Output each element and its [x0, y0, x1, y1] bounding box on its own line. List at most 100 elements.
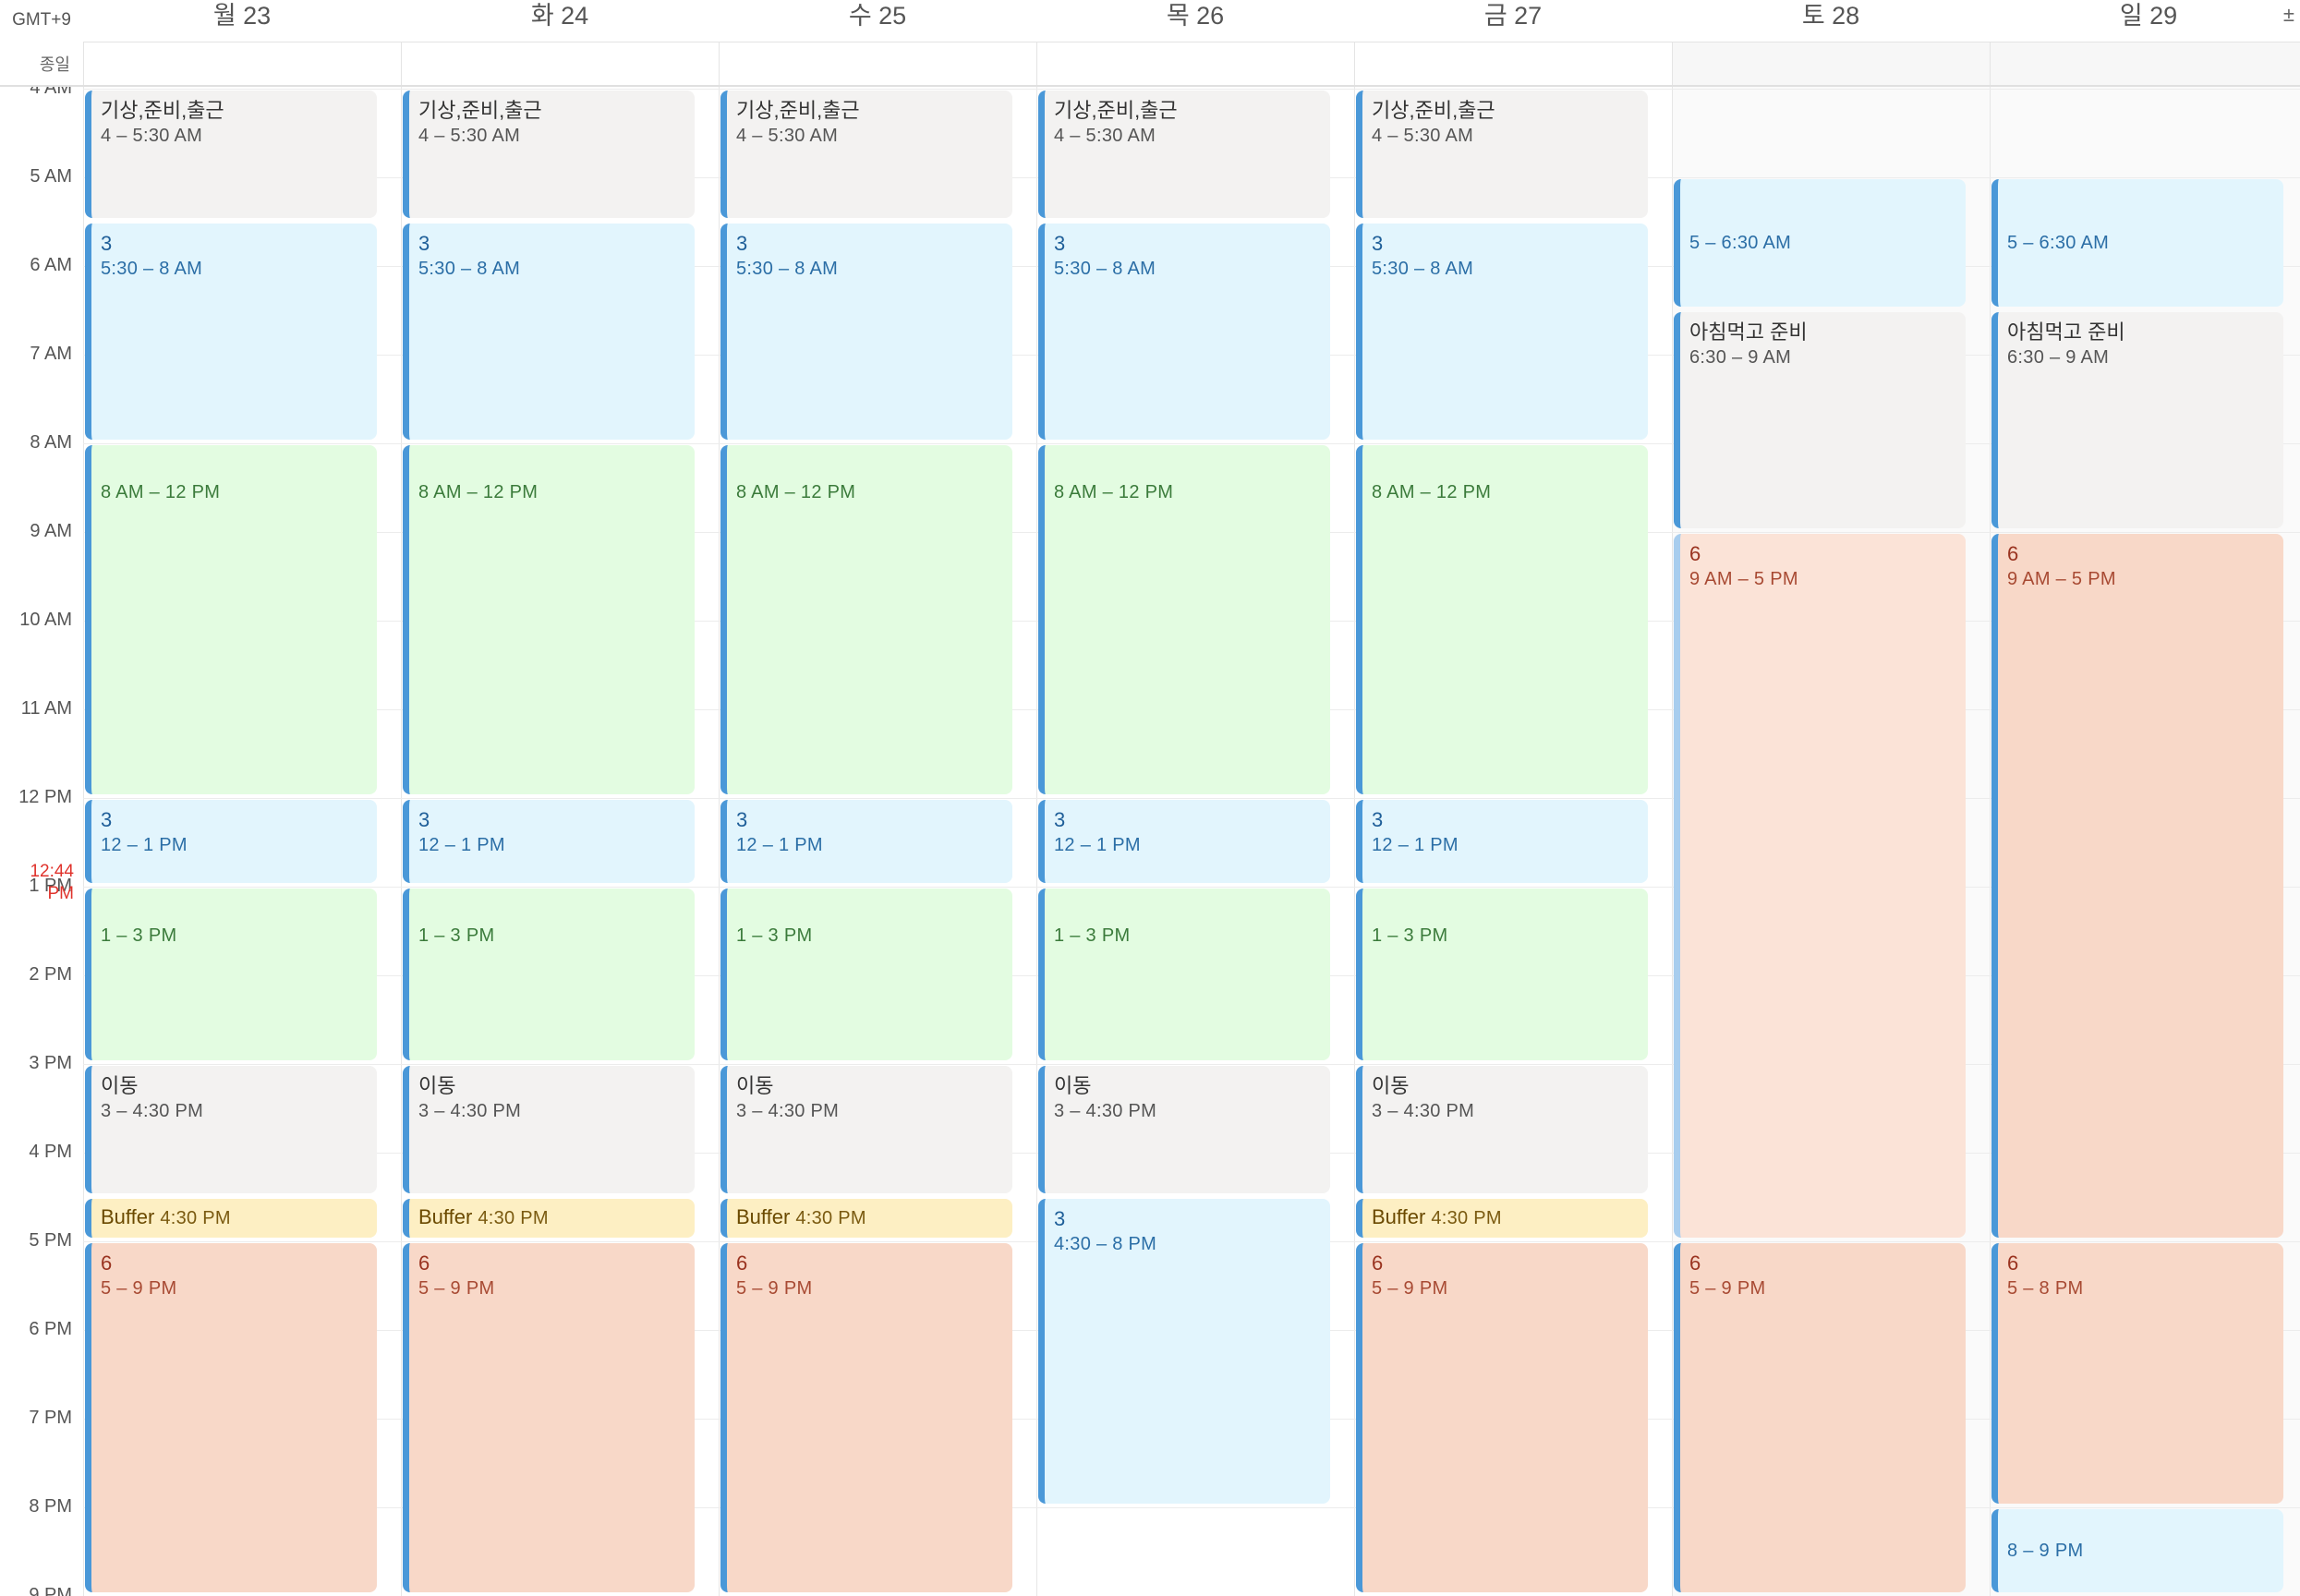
calendar-event[interactable]: 기상,준비,출근 4 – 5:30 AM: [720, 91, 1012, 218]
day-column[interactable]: [1354, 87, 1672, 1596]
calendar-event[interactable]: 3 4:30 – 8 PM: [1038, 1199, 1330, 1504]
calendar-event[interactable]: 6 9 AM – 5 PM: [1674, 534, 1966, 1238]
calendar-event[interactable]: 5 – 6:30 AM: [1674, 179, 1966, 307]
day-header[interactable]: 일 29: [2119, 2, 2178, 30]
event-title: 3: [736, 808, 748, 831]
day-header[interactable]: 금 27: [1483, 2, 1543, 30]
calendar-event[interactable]: 1 – 3 PM: [1038, 889, 1330, 1060]
calendar-event[interactable]: 이동 3 – 4:30 PM: [720, 1066, 1012, 1193]
calendar-event[interactable]: 6 5 – 9 PM: [720, 1243, 1012, 1592]
hour-line: [83, 887, 2300, 888]
calendar-event[interactable]: 8 AM – 12 PM: [403, 445, 695, 794]
all-day-cell[interactable]: [1990, 42, 2300, 86]
event-time: 4 – 5:30 AM: [1054, 126, 1156, 146]
event-time: 1 – 3 PM: [1054, 925, 1131, 946]
day-column[interactable]: [1036, 87, 1354, 1596]
calendar-event[interactable]: 8 AM – 12 PM: [1356, 445, 1648, 794]
event-title: 기상,준비,출근: [1054, 99, 1178, 122]
calendar-event[interactable]: 3 12 – 1 PM: [1356, 800, 1648, 883]
calendar-event[interactable]: Buffer 4:30 PM: [403, 1199, 695, 1238]
calendar-event[interactable]: 6 5 – 9 PM: [85, 1243, 377, 1592]
calendar-event[interactable]: 6 5 – 8 PM: [1991, 1243, 2283, 1504]
time-grid[interactable]: 4 AM 5 AM 6 AM 7 AM 8 AM 9 AM 10 AM 11 AM 12 PM 1…: [0, 87, 2300, 1596]
calendar-event[interactable]: 3 5:30 – 8 AM: [1356, 224, 1648, 440]
calendar-event[interactable]: 3 5:30 – 8 AM: [1038, 224, 1330, 440]
event-title: 3: [101, 808, 113, 831]
all-day-cell[interactable]: [1672, 42, 1990, 86]
event-title: 3: [736, 232, 748, 255]
event-title: Buffer: [101, 1205, 155, 1228]
calendar-event[interactable]: 6 9 AM – 5 PM: [1991, 534, 2283, 1238]
calendar-event[interactable]: 3 12 – 1 PM: [1038, 800, 1330, 883]
calendar-event[interactable]: 8 AM – 12 PM: [1038, 445, 1330, 794]
event-time: 9 AM – 5 PM: [2007, 569, 2116, 589]
calendar-event[interactable]: 6 5 – 9 PM: [1674, 1243, 1966, 1592]
all-day-divider: [0, 85, 2300, 87]
calendar-event[interactable]: 이동 3 – 4:30 PM: [85, 1066, 377, 1193]
day-column[interactable]: [719, 87, 1036, 1596]
event-title: 3: [101, 232, 113, 255]
event-title: 기상,준비,출근: [736, 99, 860, 122]
calendar-event[interactable]: 3 5:30 – 8 AM: [403, 224, 695, 440]
day-header[interactable]: 수 25: [848, 2, 907, 30]
all-day-cell[interactable]: [401, 42, 719, 86]
event-time: 5:30 – 8 AM: [418, 259, 521, 279]
hour-label: 7 PM: [29, 1408, 72, 1428]
hour-label: 1 PM: [29, 876, 72, 896]
hour-label: 7 AM: [30, 344, 72, 364]
event-title: 3: [1372, 808, 1384, 831]
calendar-event[interactable]: 3 12 – 1 PM: [85, 800, 377, 883]
calendar-event[interactable]: 8 – 9 PM: [1991, 1509, 2283, 1592]
event-title: 6: [1372, 1251, 1384, 1275]
hour-line: [83, 798, 2300, 799]
calendar-event[interactable]: Buffer 4:30 PM: [1356, 1199, 1648, 1238]
calendar-event[interactable]: 3 12 – 1 PM: [720, 800, 1012, 883]
hour-line: [83, 1064, 2300, 1065]
calendar-event[interactable]: 이동 3 – 4:30 PM: [1038, 1066, 1330, 1193]
calendar-event[interactable]: 3 5:30 – 8 AM: [85, 224, 377, 440]
plus-minus-icon[interactable]: ±: [2282, 3, 2294, 26]
day-column[interactable]: [83, 87, 401, 1596]
all-day-cell[interactable]: [83, 42, 401, 86]
calendar-event[interactable]: 5 – 6:30 AM: [1991, 179, 2283, 307]
all-day-cell[interactable]: [1354, 42, 1672, 86]
calendar-event[interactable]: 1 – 3 PM: [85, 889, 377, 1060]
event-title: 이동: [101, 1074, 139, 1097]
calendar-event[interactable]: 6 5 – 9 PM: [1356, 1243, 1648, 1592]
day-header[interactable]: 목 26: [1166, 2, 1225, 30]
event-time: 4 – 5:30 AM: [1372, 126, 1474, 146]
calendar-event[interactable]: 이동 3 – 4:30 PM: [1356, 1066, 1648, 1193]
hour-label: 8 PM: [29, 1496, 72, 1517]
calendar-event[interactable]: 3 12 – 1 PM: [403, 800, 695, 883]
day-header[interactable]: 토 28: [1801, 2, 1860, 30]
event-time: 4 – 5:30 AM: [101, 126, 203, 146]
event-title: 6: [736, 1251, 748, 1275]
calendar-event[interactable]: 기상,준비,출근 4 – 5:30 AM: [85, 91, 377, 218]
calendar-event[interactable]: 6 5 – 9 PM: [403, 1243, 695, 1592]
day-column[interactable]: [401, 87, 719, 1596]
calendar-event[interactable]: 3 5:30 – 8 AM: [720, 224, 1012, 440]
calendar-event[interactable]: 1 – 3 PM: [403, 889, 695, 1060]
calendar-event[interactable]: 아침먹고 준비 6:30 – 9 AM: [1991, 312, 2283, 528]
calendar-event[interactable]: 이동 3 – 4:30 PM: [403, 1066, 695, 1193]
calendar-event[interactable]: Buffer 4:30 PM: [720, 1199, 1012, 1238]
all-day-cell[interactable]: [1036, 42, 1354, 86]
calendar-event[interactable]: 1 – 3 PM: [720, 889, 1012, 1060]
event-time: 8 AM – 12 PM: [736, 482, 856, 502]
calendar-event[interactable]: 8 AM – 12 PM: [85, 445, 377, 794]
event-title: 6: [1689, 542, 1701, 565]
calendar-event[interactable]: 기상,준비,출근 4 – 5:30 AM: [1356, 91, 1648, 218]
calendar-event[interactable]: Buffer 4:30 PM: [85, 1199, 377, 1238]
day-header[interactable]: 월 23: [212, 2, 272, 30]
calendar-event[interactable]: 아침먹고 준비 6:30 – 9 AM: [1674, 312, 1966, 528]
calendar-event[interactable]: 기상,준비,출근 4 – 5:30 AM: [1038, 91, 1330, 218]
all-day-cell[interactable]: [719, 42, 1036, 86]
event-title: 3: [1054, 1207, 1066, 1230]
day-header[interactable]: 화 24: [530, 2, 589, 30]
calendar-event[interactable]: 1 – 3 PM: [1356, 889, 1648, 1060]
event-title: 3: [1054, 232, 1066, 255]
event-time: 5 – 9 PM: [736, 1278, 813, 1299]
event-time: 12 – 1 PM: [1372, 835, 1459, 855]
calendar-event[interactable]: 8 AM – 12 PM: [720, 445, 1012, 794]
calendar-event[interactable]: 기상,준비,출근 4 – 5:30 AM: [403, 91, 695, 218]
